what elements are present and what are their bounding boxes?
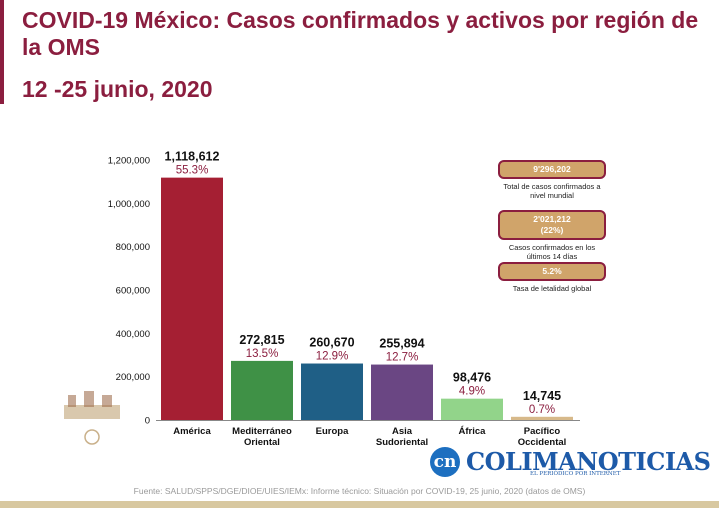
page-subtitle: 12 -25 junio, 2020 — [22, 76, 213, 102]
x-tick-label: Oriental — [244, 437, 280, 448]
bar-value-label: 260,670 — [309, 336, 354, 350]
y-tick-label: 400,000 — [116, 329, 150, 340]
bar — [511, 416, 573, 420]
x-tick-label: Mediterráneo — [232, 426, 292, 437]
y-tick-label: 0 — [145, 416, 150, 427]
recent-cases-label: Casos confirmados en los últimos 14 días — [498, 240, 606, 264]
x-tick-label: Asia — [392, 426, 413, 437]
recent-cases-pct: (22%) — [540, 225, 564, 235]
logo-tagline: EL PERIÓDICO POR INTERNET — [530, 471, 621, 477]
lethality-value: 5.2% — [498, 262, 606, 281]
y-tick-label: 1,000,000 — [108, 199, 150, 210]
bar — [231, 360, 293, 420]
bar-value-label: 272,815 — [239, 333, 284, 347]
total-cases-box: 9'296,202 Total de casos confirmados a n… — [498, 160, 606, 203]
x-tick-label: África — [459, 426, 487, 437]
y-tick-label: 600,000 — [116, 286, 150, 297]
bar-value-label: 14,745 — [523, 389, 561, 403]
bar-percent-label: 13.5% — [246, 348, 279, 360]
recent-cases-value: 2'021,212 — [533, 214, 571, 224]
lethality-label: Tasa de letalidad global — [498, 281, 606, 296]
bar-percent-label: 0.7% — [529, 404, 555, 416]
bar-percent-label: 55.3% — [176, 165, 209, 177]
accent-bar — [0, 0, 4, 104]
bar-percent-label: 12.9% — [316, 351, 349, 363]
bar — [301, 363, 363, 420]
y-tick-label: 200,000 — [116, 372, 150, 383]
logo-mark-icon: cn — [430, 447, 460, 477]
bar — [441, 398, 503, 420]
x-tick-label: Europa — [316, 426, 349, 437]
x-tick-label: Pacífico — [524, 426, 561, 437]
page-title: COVID-19 México: Casos confirmados y act… — [22, 7, 699, 60]
bar-percent-label: 12.7% — [386, 352, 419, 364]
government-emblem-icon — [64, 391, 120, 445]
bar — [371, 364, 433, 420]
recent-cases-box: 2'021,212 (22%) Casos confirmados en los… — [498, 210, 606, 264]
x-tick-label: América — [173, 426, 211, 437]
brand-logo: cn COLIMANOTICIAS — [430, 444, 711, 480]
lethality-box: 5.2% Tasa de letalidad global — [498, 262, 606, 296]
bottom-band — [0, 501, 719, 508]
logo-text: COLIMANOTICIAS — [466, 447, 711, 476]
bar-value-label: 255,894 — [379, 337, 424, 351]
bar-value-label: 1,118,612 — [165, 150, 220, 164]
total-cases-label: Total de casos confirmados a nivel mundi… — [498, 179, 606, 203]
bar-percent-label: 4.9% — [459, 386, 485, 398]
bar-value-label: 98,476 — [453, 371, 491, 385]
y-tick-label: 800,000 — [116, 242, 150, 253]
total-cases-value: 9'296,202 — [498, 160, 606, 179]
bar — [161, 177, 223, 420]
x-tick-label: Occidental — [518, 437, 567, 448]
recent-cases-pill: 2'021,212 (22%) — [498, 210, 606, 240]
x-tick-label: Sudoriental — [376, 437, 428, 448]
y-tick-label: 1,200,000 — [108, 156, 150, 167]
source-note: Fuente: SALUD/SPPS/DGE/DIOE/UIES/IEMx: I… — [133, 486, 586, 496]
